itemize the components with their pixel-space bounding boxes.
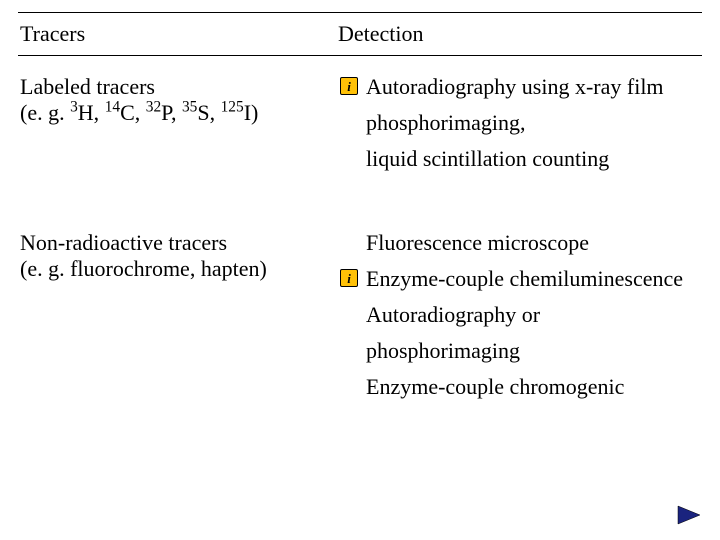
detection-item: i Enzyme-couple chemiluminescence <box>338 266 702 292</box>
icon-slot <box>338 302 360 305</box>
table-header-row: Tracers Detection <box>18 12 702 56</box>
detection-col-1: i Autoradiography using x-ray film phospho… <box>338 74 702 182</box>
detection-item: Enzyme-couple chromogenic <box>338 374 702 400</box>
next-button[interactable] <box>676 504 702 526</box>
detection-text: Enzyme-couple chromogenic <box>366 374 702 400</box>
detection-text: liquid scintillation counting <box>366 146 702 172</box>
detection-text: Autoradiography using x-ray film <box>366 74 702 100</box>
detection-item: i Autoradiography using x-ray film <box>338 74 702 100</box>
icon-slot <box>338 110 360 113</box>
detection-text: Fluorescence microscope <box>366 230 702 256</box>
detection-text: phosphorimaging, <box>366 110 702 136</box>
tracer-col-left-2: Non-radioactive tracers (e. g. fluorochr… <box>18 230 338 410</box>
icon-slot <box>338 146 360 149</box>
detection-text: phosphorimaging <box>366 338 702 364</box>
icon-slot <box>338 230 360 233</box>
header-detection: Detection <box>338 21 702 47</box>
tracer-isotopes: (e. g. 3H, 14C, 32P, 35S, 125I) <box>20 100 338 126</box>
header-tracers: Tracers <box>18 21 338 47</box>
detection-item: Autoradiography or <box>338 302 702 328</box>
tracer-sub-2: (e. g. fluorochrome, hapten) <box>20 256 338 282</box>
tracer-title-1: Labeled tracers <box>20 74 338 100</box>
info-icon[interactable]: i <box>340 269 358 287</box>
detection-text: Enzyme-couple chemiluminescence <box>366 266 702 292</box>
info-icon[interactable]: i <box>340 77 358 95</box>
detection-item: phosphorimaging, <box>338 110 702 136</box>
detection-item: phosphorimaging <box>338 338 702 364</box>
detection-text: Autoradiography or <box>366 302 702 328</box>
icon-slot <box>338 338 360 341</box>
tracer-col-left: Labeled tracers (e. g. 3H, 14C, 32P, 35S… <box>18 74 338 182</box>
icon-slot: i <box>338 266 360 287</box>
tracer-title-2: Non-radioactive tracers <box>20 230 338 256</box>
detection-item: liquid scintillation counting <box>338 146 702 172</box>
detection-item: Fluorescence microscope <box>338 230 702 256</box>
icon-slot: i <box>338 74 360 95</box>
icon-slot <box>338 374 360 377</box>
detection-col-2: Fluorescence microscope i Enzyme-couple ch… <box>338 230 702 410</box>
section-labeled-tracers: Labeled tracers (e. g. 3H, 14C, 32P, 35S… <box>18 74 702 182</box>
section-nonradioactive-tracers: Non-radioactive tracers (e. g. fluorochr… <box>18 230 702 410</box>
